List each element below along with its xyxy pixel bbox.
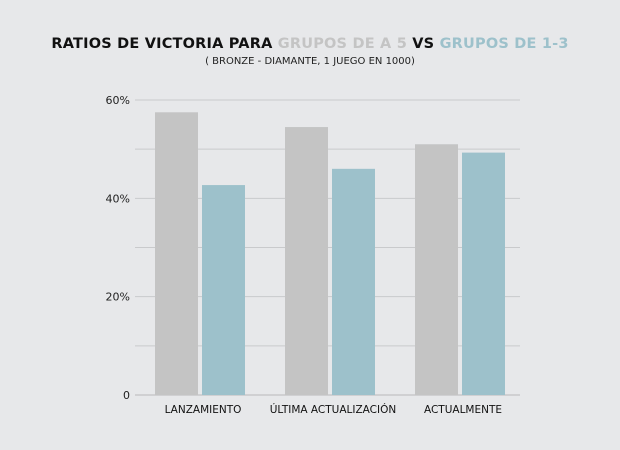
title-series-1-name: GRUPOS DE A 5: [277, 36, 407, 52]
title-part-1: RATIOS DE VICTORIA PARA: [51, 36, 278, 52]
y-tick-label: 20%: [106, 291, 130, 304]
y-tick-label: 0: [123, 389, 130, 402]
bar-grupos-1-3: [202, 185, 245, 395]
title-series-2-name: GRUPOS DE 1-3: [439, 36, 569, 52]
y-tick-label: 60%: [106, 94, 130, 107]
x-category-label: ACTUALMENTE: [424, 404, 502, 416]
title-part-3: VS: [407, 36, 440, 52]
bar-grupos-1-3: [462, 152, 505, 395]
chart-title: RATIOS DE VICTORIA PARA GRUPOS DE A 5 VS…: [0, 36, 620, 52]
x-category-label: ÚLTIMA ACTUALIZACIÓN: [270, 403, 396, 416]
bar-grupos-5: [415, 144, 458, 395]
y-tick-label: 40%: [106, 192, 130, 205]
bar-grupos-5: [155, 112, 198, 396]
chart-subtitle: ( BRONZE - DIAMANTE, 1 JUEGO EN 1000): [205, 56, 415, 67]
x-category-label: LANZAMIENTO: [165, 404, 242, 416]
bar-grupos-1-3: [332, 168, 375, 395]
bar-grupos-5: [285, 127, 328, 396]
